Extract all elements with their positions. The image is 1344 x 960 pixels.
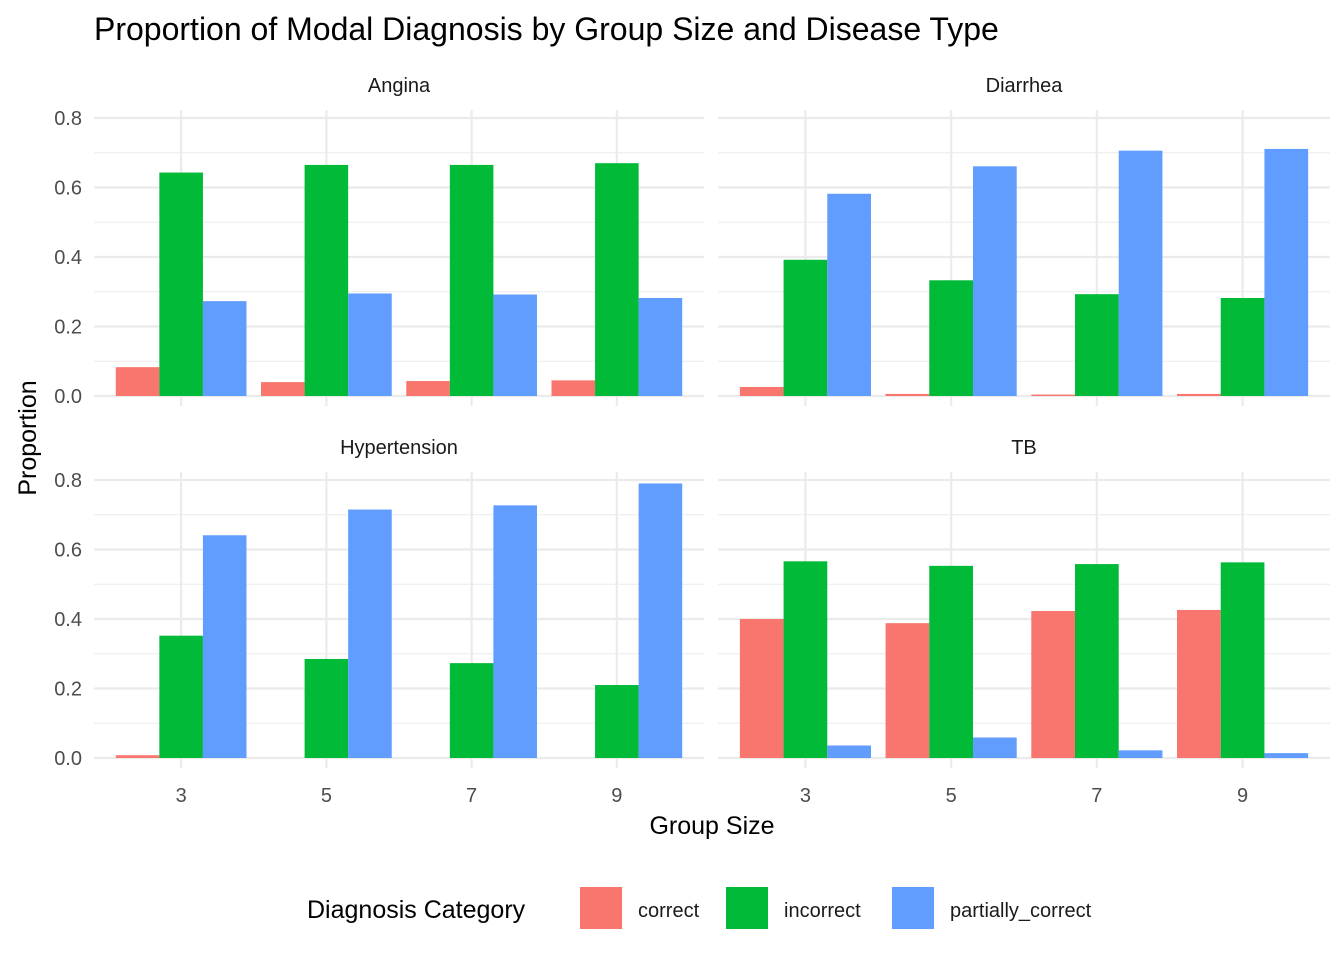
x-tick-label: 9 bbox=[1237, 785, 1248, 807]
legend: Diagnosis Category correct incorrect parti… bbox=[307, 887, 1092, 929]
bar bbox=[638, 483, 683, 758]
bar bbox=[885, 623, 930, 758]
bar bbox=[783, 561, 828, 758]
bar bbox=[929, 280, 973, 396]
bar bbox=[1075, 294, 1119, 396]
bar bbox=[595, 163, 639, 396]
bar bbox=[1177, 609, 1221, 758]
x-tick-label: 7 bbox=[466, 785, 477, 807]
legend-entry: partially_correct bbox=[892, 887, 1092, 929]
bar bbox=[885, 393, 930, 396]
legend-label: correct bbox=[638, 900, 700, 922]
legend-label: partially_correct bbox=[950, 900, 1092, 922]
bar bbox=[1031, 394, 1075, 396]
x-tick-label: 3 bbox=[176, 785, 187, 807]
legend-key bbox=[580, 887, 622, 929]
facet-panel: Diarrhea bbox=[718, 75, 1330, 406]
legend-entry: incorrect bbox=[726, 887, 861, 929]
bar bbox=[304, 164, 349, 396]
facet-strip-label: Hypertension bbox=[340, 437, 458, 459]
facet-strip-label: Angina bbox=[368, 75, 431, 97]
bar bbox=[1264, 148, 1309, 396]
y-tick-label: 0.0 bbox=[54, 748, 82, 770]
y-tick-label: 0.0 bbox=[54, 386, 82, 408]
legend-entry: correct bbox=[580, 887, 700, 929]
bar bbox=[159, 172, 203, 396]
bar bbox=[1075, 564, 1119, 758]
bar bbox=[449, 164, 494, 396]
y-tick-label: 0.8 bbox=[54, 470, 82, 492]
y-tick-label: 0.2 bbox=[54, 317, 82, 339]
facet-strip-label: Diarrhea bbox=[986, 75, 1064, 97]
chart-title: Proportion of Modal Diagnosis by Group S… bbox=[94, 11, 999, 47]
facet-panels: Angina 0.0 0.2 0.4 0.6 0.8 Diarrhea Hypertensio… bbox=[54, 75, 1330, 807]
legend-key bbox=[892, 887, 934, 929]
bar bbox=[449, 663, 494, 758]
bar bbox=[929, 565, 973, 758]
bar bbox=[973, 737, 1017, 758]
bar bbox=[493, 505, 537, 758]
bar bbox=[973, 166, 1017, 396]
y-tick-label: 0.6 bbox=[54, 178, 82, 200]
bar bbox=[1118, 750, 1163, 758]
bar bbox=[406, 381, 450, 396]
bar bbox=[202, 535, 247, 758]
facet-panel: Hypertension 0.0 0.2 0.4 0.6 0.8 3 5 7 9 bbox=[54, 437, 704, 807]
bar bbox=[1031, 611, 1075, 758]
bar bbox=[1264, 753, 1309, 758]
bar bbox=[348, 293, 392, 396]
bar bbox=[261, 382, 305, 396]
bar bbox=[827, 745, 871, 758]
x-axis-title: Group Size bbox=[649, 812, 774, 840]
legend-label: incorrect bbox=[784, 900, 861, 922]
bar bbox=[348, 509, 392, 758]
bar bbox=[304, 658, 349, 758]
bar bbox=[115, 367, 160, 396]
facet-strip-label: TB bbox=[1011, 437, 1037, 459]
bar bbox=[827, 193, 871, 396]
y-tick-label: 0.4 bbox=[54, 247, 82, 269]
bar bbox=[1220, 298, 1265, 396]
bar bbox=[115, 755, 160, 758]
bar bbox=[202, 301, 247, 396]
facet-panel: Angina 0.0 0.2 0.4 0.6 0.8 bbox=[54, 75, 704, 408]
bar bbox=[739, 386, 784, 396]
bar bbox=[595, 685, 639, 758]
y-tick-label: 0.8 bbox=[54, 108, 82, 130]
bar bbox=[1118, 150, 1163, 396]
bar bbox=[159, 635, 203, 758]
x-tick-label: 5 bbox=[946, 785, 957, 807]
y-axis-title: Proportion bbox=[14, 380, 42, 495]
x-tick-label: 9 bbox=[611, 785, 622, 807]
bar bbox=[551, 380, 596, 396]
x-tick-label: 7 bbox=[1091, 785, 1102, 807]
bar bbox=[493, 294, 537, 396]
legend-key bbox=[726, 887, 768, 929]
y-tick-label: 0.6 bbox=[54, 540, 82, 562]
bar bbox=[638, 298, 683, 396]
bar bbox=[783, 259, 828, 396]
x-tick-label: 3 bbox=[800, 785, 811, 807]
x-tick-label: 5 bbox=[321, 785, 332, 807]
legend-title: Diagnosis Category bbox=[307, 896, 526, 924]
bar bbox=[1220, 562, 1265, 758]
y-tick-label: 0.4 bbox=[54, 609, 82, 631]
bar bbox=[1177, 393, 1221, 396]
facet-panel: TB 3 5 7 9 bbox=[718, 437, 1330, 807]
bar bbox=[739, 619, 784, 758]
y-tick-label: 0.2 bbox=[54, 679, 82, 701]
